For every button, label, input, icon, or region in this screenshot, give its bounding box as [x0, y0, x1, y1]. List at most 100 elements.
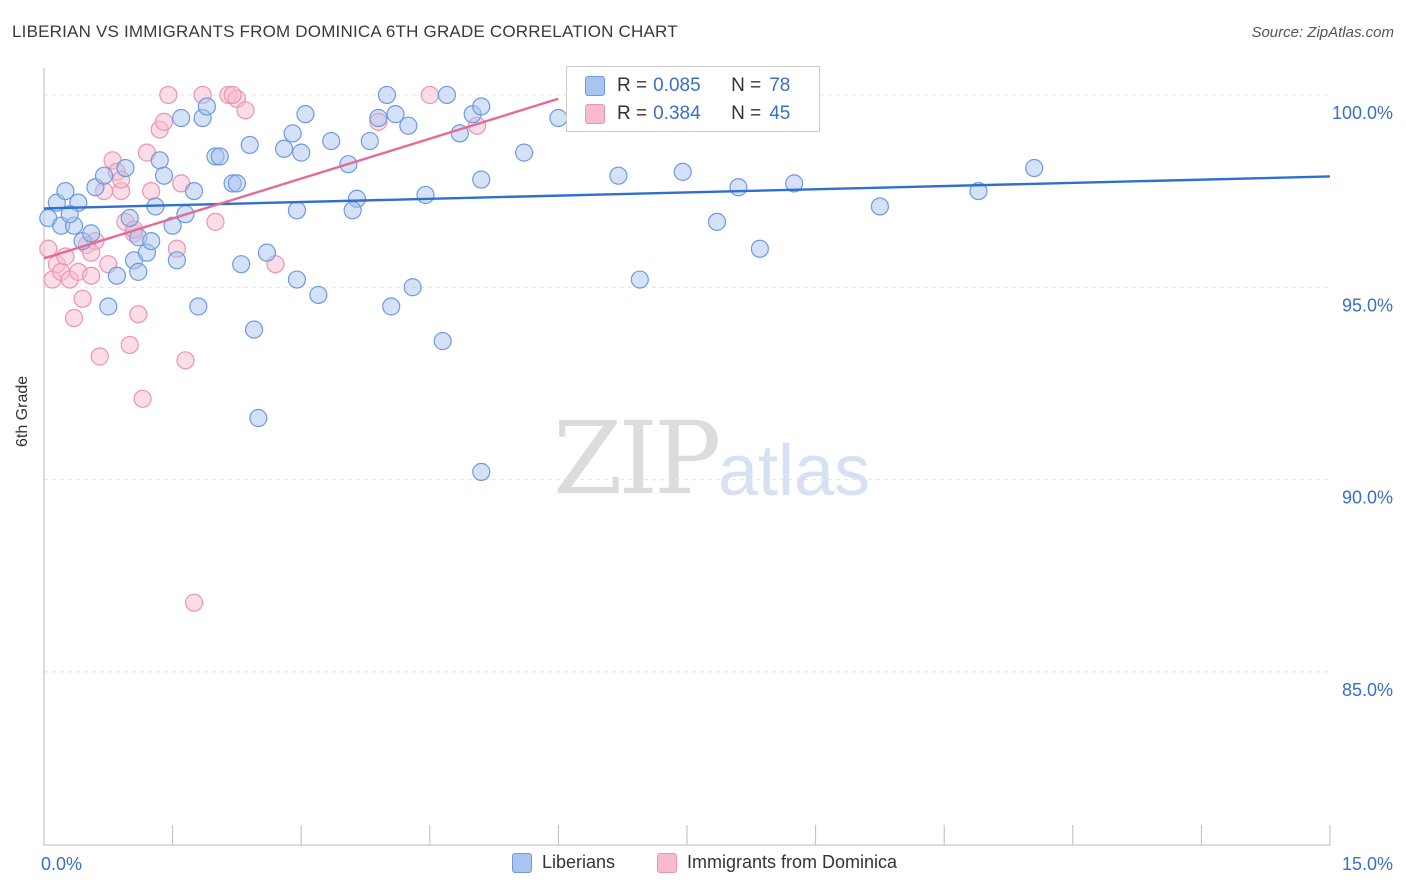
- liberians-point: [386, 105, 405, 124]
- dominica-point: [154, 112, 174, 131]
- liberians-point: [94, 166, 114, 185]
- liberians-point: [472, 170, 491, 189]
- dominica-swatch: [585, 104, 605, 124]
- dominica-trendline: [43, 97, 559, 260]
- legend-row-liberians: R = 0.085 N = 78: [585, 72, 790, 100]
- n-value: 45: [769, 103, 791, 124]
- liberians-point: [437, 85, 457, 105]
- liberians-point: [150, 151, 169, 170]
- liberians-point: [129, 262, 148, 281]
- r-label: R =: [617, 103, 648, 124]
- watermark-zip: ZIP: [553, 400, 721, 517]
- liberians-point: [673, 162, 692, 181]
- legend-label-liberians: Liberians: [542, 852, 616, 872]
- y-tick-label: 85.0%: [1342, 680, 1393, 700]
- liberians-point: [729, 178, 748, 197]
- correlation-legend: R = 0.085 N = 78 R = 0.384 N = 45: [566, 66, 820, 132]
- liberians-point: [240, 135, 259, 155]
- dominica-point: [176, 351, 195, 370]
- liberians-point: [167, 251, 186, 270]
- dominica-point: [142, 181, 161, 201]
- liberians-point: [472, 462, 491, 481]
- liberians-point: [472, 97, 491, 116]
- liberians-point: [172, 108, 191, 128]
- liberians-point: [56, 181, 75, 201]
- liberians-point: [403, 278, 422, 297]
- liberians-point: [360, 131, 379, 151]
- liberians-point: [870, 197, 890, 216]
- liberians-point: [274, 139, 294, 158]
- r-label: R =: [617, 75, 648, 96]
- liberians-point: [82, 224, 101, 243]
- liberians-point: [433, 332, 452, 351]
- liberians-point: [287, 270, 307, 289]
- r-value: 0.085: [653, 75, 701, 96]
- watermark-atlas: atlas: [718, 431, 871, 511]
- dominica-point: [129, 305, 148, 324]
- liberians-point: [369, 108, 388, 128]
- liberians-point: [416, 185, 435, 205]
- dominica-point: [159, 85, 178, 105]
- liberians-point: [750, 239, 769, 258]
- dominica-point: [90, 347, 109, 366]
- legend-item-liberians[interactable]: Liberians: [512, 852, 615, 873]
- dominica-point: [133, 389, 152, 408]
- chart-title: LIBERIAN VS IMMIGRANTS FROM DOMINICA 6TH…: [12, 22, 678, 41]
- dominica-point: [206, 212, 225, 231]
- liberians-point: [232, 255, 251, 274]
- liberians-point: [309, 285, 328, 305]
- liberians-point: [609, 166, 628, 185]
- liberians-point: [515, 143, 534, 162]
- dominica-point: [82, 266, 101, 285]
- y-tick-label: 95.0%: [1342, 295, 1393, 315]
- liberians-point: [322, 131, 341, 151]
- dominica-swatch: [657, 852, 677, 873]
- source-label: Source: ZipAtlas.com: [1251, 24, 1394, 41]
- liberians-point: [296, 105, 315, 124]
- liberians-point: [210, 147, 229, 166]
- liberians-point: [292, 143, 311, 162]
- legend-row-dominica: R = 0.384 N = 45: [585, 100, 790, 128]
- liberians-point: [785, 174, 804, 193]
- liberians-point: [1025, 158, 1044, 178]
- dominica-point: [120, 335, 139, 355]
- n-label: N =: [731, 103, 762, 124]
- liberians-point: [163, 216, 182, 235]
- n-value: 78: [769, 75, 791, 96]
- liberians-point: [120, 208, 139, 228]
- dominica-point: [73, 289, 92, 308]
- liberians-point: [107, 266, 126, 285]
- dominica-point: [223, 85, 242, 105]
- liberians-point: [189, 297, 208, 316]
- n-label: N =: [731, 75, 762, 96]
- liberians-point: [549, 108, 568, 128]
- liberians-point: [377, 85, 397, 105]
- dominica-point: [184, 593, 204, 612]
- liberians-point: [257, 243, 277, 262]
- liberians-point: [399, 116, 418, 135]
- liberians-point: [287, 201, 307, 220]
- x-tick-label: 0.0%: [41, 854, 82, 874]
- y-tick-label: 90.0%: [1342, 488, 1393, 508]
- liberians-swatch: [512, 852, 532, 873]
- liberians-point: [60, 205, 79, 224]
- liberians-point: [244, 320, 264, 339]
- dominica-point: [236, 101, 255, 120]
- dominica-point: [420, 85, 439, 105]
- liberians-point: [969, 181, 988, 201]
- liberians-trendline: [43, 175, 1331, 210]
- liberians-point: [197, 97, 216, 116]
- liberians-swatch: [585, 76, 605, 96]
- y-tick-label: 100.0%: [1332, 103, 1393, 123]
- liberians-point: [707, 212, 727, 231]
- legend-label-dominica: Immigrants from Dominica: [687, 852, 898, 872]
- liberians-point: [283, 124, 302, 143]
- r-value: 0.384: [653, 103, 701, 124]
- liberians-point: [142, 231, 161, 251]
- liberians-point: [154, 166, 174, 185]
- liberians-point: [630, 270, 649, 289]
- legend-item-dominica[interactable]: Immigrants from Dominica: [657, 852, 897, 873]
- liberians-point: [227, 174, 246, 193]
- liberians-point: [249, 408, 268, 428]
